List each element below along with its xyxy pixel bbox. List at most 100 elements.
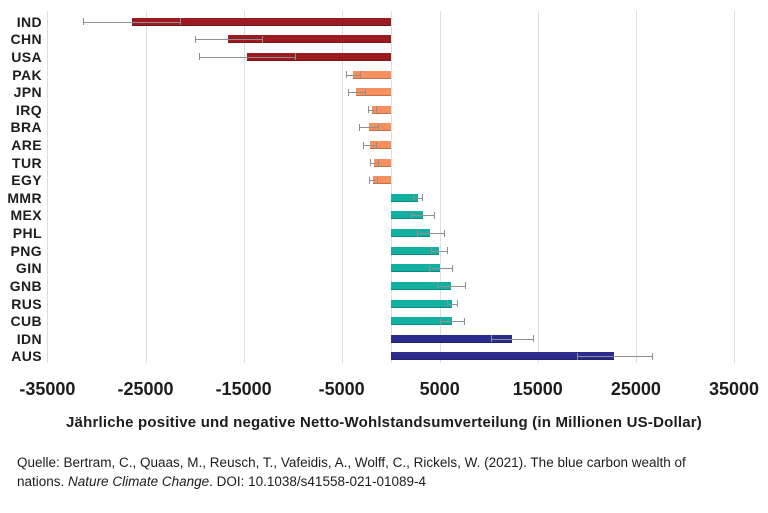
country-label-IRQ: IRQ xyxy=(15,101,42,118)
x-tick-label-5000: 5000 xyxy=(419,379,460,399)
country-label-MEX: MEX xyxy=(10,207,42,224)
error-bar-IRQ xyxy=(367,109,376,111)
error-cap-USA xyxy=(198,53,200,61)
zero-gridline xyxy=(390,11,392,363)
country-label-TUR: TUR xyxy=(12,154,42,171)
error-cap-BRA xyxy=(358,123,360,131)
country-label-RUS: RUS xyxy=(11,295,42,312)
error-cap-PAK xyxy=(359,71,361,78)
error-cap-ARE xyxy=(363,141,365,149)
error-bar-CHN xyxy=(194,39,263,41)
gridline xyxy=(635,11,637,363)
error-cap-AUS xyxy=(576,352,578,360)
error-cap-GNB xyxy=(437,282,439,290)
country-label-PHL: PHL xyxy=(12,225,42,241)
bar-USA xyxy=(247,52,391,61)
error-bar-IDN xyxy=(491,338,534,340)
error-cap-IRQ xyxy=(375,106,377,114)
error-cap-MMR xyxy=(422,194,424,202)
gridline xyxy=(47,11,49,363)
bar-IDN xyxy=(390,334,513,343)
bar-AUS xyxy=(390,352,615,361)
gridline xyxy=(734,11,735,363)
error-cap-PNG xyxy=(430,247,432,255)
error-cap-EGY xyxy=(376,176,378,184)
country-label-CHN: CHN xyxy=(10,31,42,48)
bar-MEX xyxy=(390,211,423,220)
error-cap-ARE xyxy=(376,141,377,149)
error-bar-GNB xyxy=(437,285,465,287)
error-cap-PAK xyxy=(346,71,348,78)
bar-BRA xyxy=(368,123,391,132)
source-citation: Quelle: Bertram, C., Quaas, M., Reusch, … xyxy=(17,453,755,491)
bar-CHN xyxy=(228,35,391,44)
error-cap-IND xyxy=(83,18,85,26)
x-tick-label-25000: 25000 xyxy=(610,379,661,399)
country-label-CUB: CUB xyxy=(10,313,42,330)
error-bar-MEX xyxy=(410,215,435,217)
bar-IRQ xyxy=(371,105,391,114)
bar-JPN xyxy=(356,88,391,97)
error-bar-ARE xyxy=(363,145,376,146)
error-cap-IDN xyxy=(533,335,535,343)
x-tick-label-15000: 15000 xyxy=(512,379,563,399)
bar-IND xyxy=(131,17,391,26)
error-cap-CHN xyxy=(194,35,196,43)
error-cap-IDN xyxy=(491,335,493,343)
error-bar-PNG xyxy=(430,250,447,252)
country-label-IDN: IDN xyxy=(16,330,42,347)
source-line-1: Quelle: Bertram, C., Quaas, M., Reusch, … xyxy=(17,455,686,470)
error-bar-USA xyxy=(198,56,295,58)
country-label-AUS: AUS xyxy=(11,348,42,365)
country-label-PAK: PAK xyxy=(12,66,42,83)
x-tick-label-35000: 35000 xyxy=(708,379,760,399)
country-label-PNG: PNG xyxy=(10,242,42,259)
error-cap-CUB xyxy=(440,317,442,325)
country-label-ARE: ARE xyxy=(11,137,42,153)
error-cap-BRA xyxy=(378,123,380,131)
bar-EGY xyxy=(372,176,391,185)
gridline xyxy=(341,11,343,363)
gridline xyxy=(145,11,147,363)
error-cap-CHN xyxy=(262,35,264,43)
error-bar-CUB xyxy=(440,321,464,323)
country-label-IND: IND xyxy=(16,13,42,30)
error-bar-AUS xyxy=(576,356,653,358)
country-label-GIN: GIN xyxy=(15,260,42,277)
gridline xyxy=(243,11,245,363)
bar-CUB xyxy=(390,317,452,326)
country-label-JPN: JPN xyxy=(13,84,42,101)
error-cap-CUB xyxy=(463,317,465,325)
error-cap-GNB xyxy=(464,282,466,290)
bar-PHL xyxy=(390,229,431,237)
country-label-EGY: EGY xyxy=(11,172,42,189)
error-cap-PHL xyxy=(416,229,418,237)
error-bar-PAK xyxy=(346,74,360,76)
error-cap-EGY xyxy=(368,176,370,184)
error-cap-USA xyxy=(295,53,297,61)
error-bar-JPN xyxy=(347,92,366,94)
error-bar-IND xyxy=(83,21,181,23)
x-tick-label--5000: -5000 xyxy=(318,379,365,399)
error-cap-PHL xyxy=(444,229,446,237)
error-cap-TUR xyxy=(369,159,371,167)
error-cap-RUS xyxy=(447,300,449,307)
error-cap-GIN xyxy=(429,264,430,272)
country-label-GNB: GNB xyxy=(9,277,42,294)
error-bar-BRA xyxy=(358,127,379,129)
error-bar-MMR xyxy=(413,197,423,199)
error-bar-EGY xyxy=(368,180,377,182)
bar-RUS xyxy=(390,299,452,308)
error-cap-MEX xyxy=(434,211,436,219)
country-label-MMR: MMR xyxy=(7,189,42,206)
bar-TUR xyxy=(373,158,391,167)
error-cap-RUS xyxy=(456,300,458,307)
journal-name: Nature Climate Change xyxy=(68,474,210,489)
bar-MMR xyxy=(390,193,418,202)
error-bar-TUR xyxy=(369,162,378,164)
bar-PAK xyxy=(352,70,391,79)
country-label-BRA: BRA xyxy=(10,119,42,136)
bar-GNB xyxy=(390,281,451,290)
